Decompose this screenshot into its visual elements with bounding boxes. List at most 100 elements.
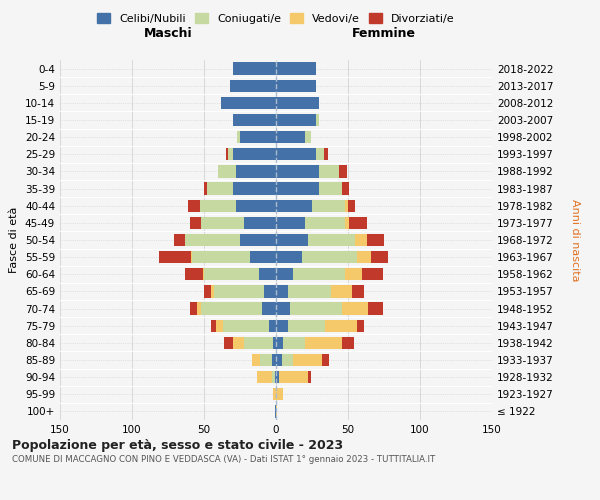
Bar <box>316 148 323 160</box>
Bar <box>279 371 308 384</box>
Bar <box>371 251 388 264</box>
Bar <box>214 286 265 298</box>
Bar <box>276 286 287 298</box>
Bar <box>276 251 302 264</box>
Bar <box>356 251 371 264</box>
Bar <box>276 268 293 280</box>
Bar <box>276 200 312 212</box>
Bar <box>319 182 342 194</box>
Bar <box>240 234 276 246</box>
Bar <box>276 388 283 400</box>
Bar <box>352 286 364 298</box>
Bar <box>236 200 276 212</box>
Bar <box>218 166 236 177</box>
Bar <box>356 320 364 332</box>
Bar <box>190 302 197 314</box>
Bar <box>342 302 368 314</box>
Bar <box>260 354 272 366</box>
Bar <box>265 286 276 298</box>
Bar <box>226 148 229 160</box>
Bar <box>276 406 277 417</box>
Bar <box>273 336 276 349</box>
Bar <box>221 96 276 109</box>
Bar <box>305 131 311 143</box>
Bar <box>276 354 282 366</box>
Bar <box>201 216 244 229</box>
Text: COMUNE DI MACCAGNO CON PINO E VEDDASCA (VA) - Dati ISTAT 1° gennaio 2023 - TUTTI: COMUNE DI MACCAGNO CON PINO E VEDDASCA (… <box>12 455 435 464</box>
Bar <box>273 388 276 400</box>
Bar <box>355 234 367 246</box>
Bar <box>342 182 349 194</box>
Bar <box>367 234 384 246</box>
Text: Popolazione per età, sesso e stato civile - 2023: Popolazione per età, sesso e stato civil… <box>12 440 343 452</box>
Bar <box>233 182 276 194</box>
Bar <box>345 200 348 212</box>
Bar <box>244 216 276 229</box>
Bar <box>362 268 383 280</box>
Bar <box>237 131 240 143</box>
Bar <box>224 336 233 349</box>
Bar <box>340 166 347 177</box>
Y-axis label: Anni di nascita: Anni di nascita <box>570 198 580 281</box>
Bar <box>276 302 290 314</box>
Bar <box>283 336 305 349</box>
Bar <box>211 320 215 332</box>
Bar <box>322 354 329 366</box>
Bar <box>185 268 203 280</box>
Bar <box>259 268 276 280</box>
Bar <box>276 166 319 177</box>
Bar <box>276 320 287 332</box>
Bar <box>276 62 316 74</box>
Y-axis label: Fasce di età: Fasce di età <box>10 207 19 273</box>
Text: Maschi: Maschi <box>143 27 193 40</box>
Bar <box>308 371 311 384</box>
Bar <box>244 336 273 349</box>
Bar <box>203 268 204 280</box>
Bar <box>331 286 352 298</box>
Bar <box>200 200 236 212</box>
Bar <box>325 320 356 332</box>
Bar <box>276 234 308 246</box>
Bar <box>207 182 233 194</box>
Bar <box>287 286 331 298</box>
Bar <box>276 336 283 349</box>
Legend: Celibi/Nubili, Coniugati/e, Vedovi/e, Divorziati/e: Celibi/Nubili, Coniugati/e, Vedovi/e, Di… <box>95 10 457 26</box>
Bar <box>233 336 244 349</box>
Bar <box>276 80 316 92</box>
Bar <box>215 320 223 332</box>
Bar <box>275 406 276 417</box>
Bar <box>290 302 342 314</box>
Bar <box>233 62 276 74</box>
Bar <box>197 302 201 314</box>
Bar <box>282 354 293 366</box>
Bar <box>262 302 276 314</box>
Bar <box>160 251 191 264</box>
Bar <box>230 80 276 92</box>
Bar <box>251 354 260 366</box>
Bar <box>250 251 276 264</box>
Bar <box>348 200 355 212</box>
Bar <box>240 131 276 143</box>
Bar <box>345 216 349 229</box>
Bar <box>349 216 367 229</box>
Bar <box>305 216 345 229</box>
Bar <box>233 148 276 160</box>
Bar <box>236 166 276 177</box>
Bar <box>204 286 211 298</box>
Bar <box>257 371 272 384</box>
Text: Femmine: Femmine <box>352 27 416 40</box>
Bar <box>342 336 354 349</box>
Bar <box>269 320 276 332</box>
Bar <box>185 234 240 246</box>
Bar <box>319 166 340 177</box>
Bar <box>312 200 345 212</box>
Bar <box>201 302 262 314</box>
Bar <box>305 336 342 349</box>
Bar <box>293 354 322 366</box>
Bar <box>276 131 305 143</box>
Bar <box>276 148 316 160</box>
Bar <box>223 320 269 332</box>
Bar <box>191 251 193 264</box>
Bar <box>368 302 383 314</box>
Bar <box>293 268 345 280</box>
